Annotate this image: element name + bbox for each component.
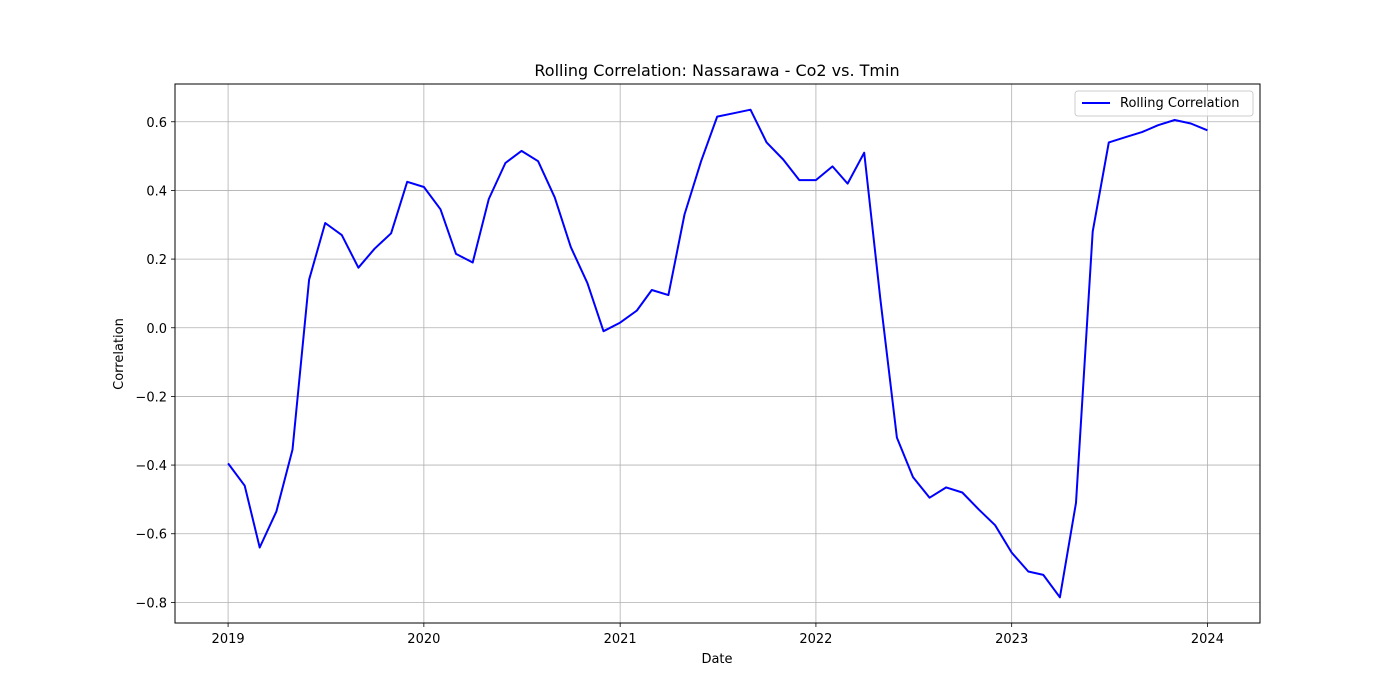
x-tick-label: 2023	[995, 632, 1028, 647]
y-tick-label: −0.8	[135, 596, 167, 611]
x-tick-label: 2021	[604, 632, 637, 647]
legend-box	[1074, 90, 1254, 117]
y-tick-label: 0.2	[146, 253, 167, 268]
y-tick-label: −0.2	[135, 390, 167, 405]
x-tick-label: 2022	[799, 632, 832, 647]
x-tick-label: 2019	[212, 632, 245, 647]
plot-area	[227, 108, 1208, 599]
series-line	[227, 108, 1208, 599]
legend: Rolling Correlation	[1074, 90, 1254, 117]
y-tick-label: 0.4	[146, 184, 167, 199]
x-axis-label: Date	[701, 652, 732, 667]
grid-lines	[175, 84, 1260, 623]
y-tick-label: −0.6	[135, 528, 167, 543]
x-axis: 2019 2020 2021 2022 2023 2024	[212, 623, 1224, 647]
y-axis: −0.8 −0.6 −0.4 −0.2 0.0 0.2 0.4 0.6	[135, 116, 175, 611]
y-tick-label: 0.0	[146, 322, 167, 337]
plot-frame	[174, 83, 1261, 624]
y-tick-label: 0.6	[146, 116, 167, 131]
x-tick-label: 2020	[407, 632, 440, 647]
chart-title: Rolling Correlation: Nassarawa - Co2 vs.…	[534, 61, 899, 80]
y-tick-label: −0.4	[135, 459, 167, 474]
legend-label: Rolling Correlation	[1120, 96, 1240, 111]
y-axis-label: Correlation	[112, 318, 127, 390]
x-tick-label: 2024	[1191, 632, 1224, 647]
